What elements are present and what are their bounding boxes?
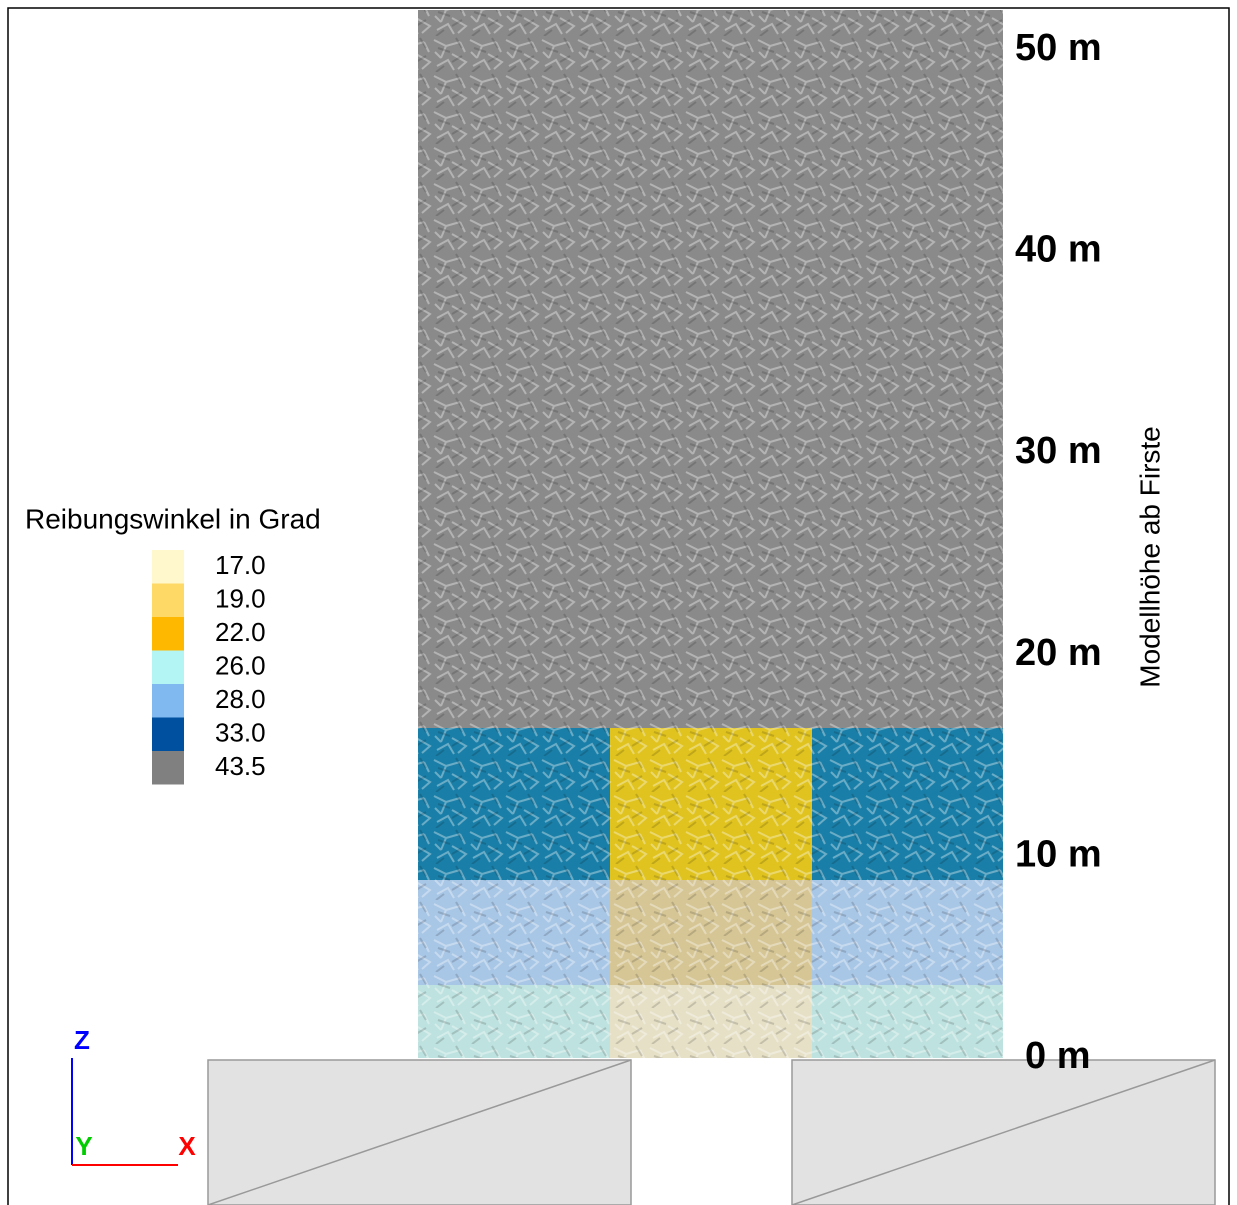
height-axis-title: Modellhöhe ab Firste: [1134, 426, 1165, 687]
height-label: 20 m: [1015, 632, 1102, 674]
legend-title: Reibungswinkel in Grad: [25, 503, 321, 534]
legend-swatch: [152, 650, 184, 684]
height-label: 30 m: [1015, 430, 1102, 472]
legend-label: 33.0: [215, 717, 266, 747]
legend-label: 19.0: [215, 583, 266, 613]
legend-swatch: [152, 684, 184, 718]
z-label: Z: [74, 1025, 90, 1055]
x-label: X: [178, 1131, 196, 1161]
legend-label: 43.5: [215, 751, 266, 781]
model: [418, 10, 1003, 1058]
frame: [7, 7, 1230, 1205]
height-label: 10 m: [1015, 833, 1102, 875]
height-label: 0 m: [1025, 1035, 1090, 1077]
height-label: 50 m: [1015, 27, 1102, 69]
legend-label: 17.0: [215, 550, 266, 580]
legend-swatch: [152, 617, 184, 651]
legend-label: 26.0: [215, 650, 266, 680]
y-label: Y: [75, 1131, 92, 1161]
legend-label: 22.0: [215, 617, 266, 647]
coordinate-axes: Z Y X: [71, 1025, 196, 1166]
legend-label: 28.0: [215, 684, 266, 714]
legend-swatch: [152, 583, 184, 617]
height-label: 40 m: [1015, 229, 1102, 271]
base-blocks: [207, 1059, 1216, 1205]
legend-swatch: [152, 751, 184, 785]
legend-swatch: [152, 550, 184, 584]
legend-swatch: [152, 717, 184, 751]
